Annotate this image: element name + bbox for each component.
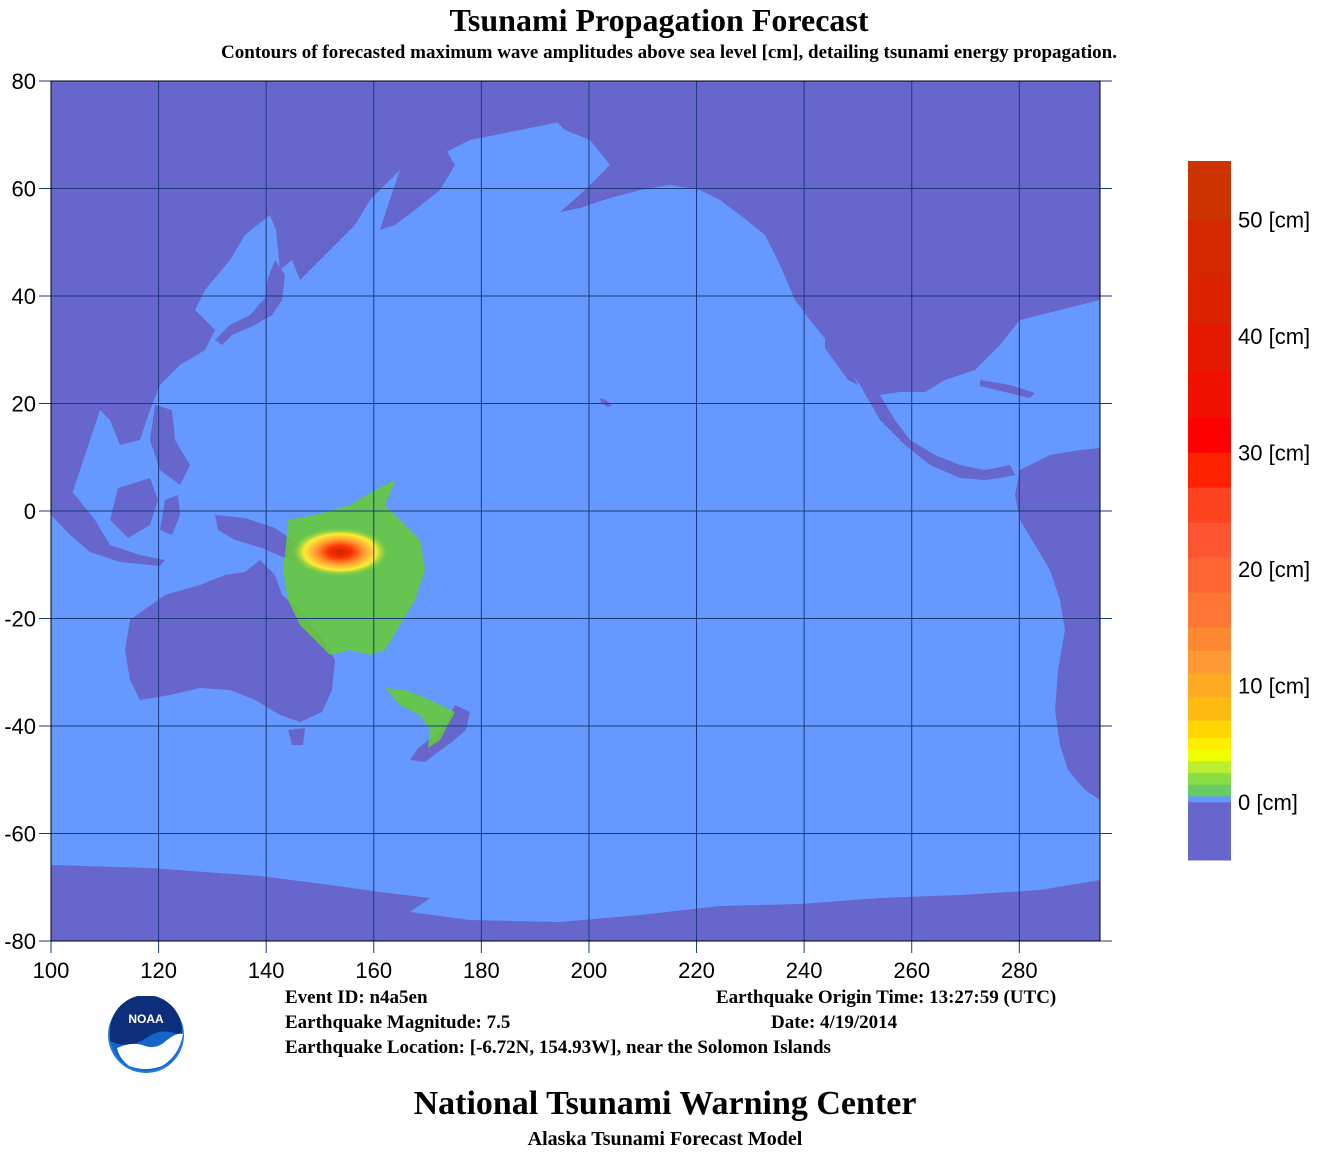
colorbar-band bbox=[1188, 801, 1231, 861]
tsunami-map: 100 120 140 160 180 200 220 240 260 280806040200-… bbox=[4, 69, 1310, 983]
land-north-america bbox=[545, 81, 1100, 480]
land-baja bbox=[825, 335, 858, 385]
x-tick-label: 100 bbox=[33, 958, 70, 983]
colorbar-band bbox=[1188, 370, 1231, 418]
y-tick-label: 20 bbox=[12, 392, 36, 417]
colorbar-band bbox=[1188, 784, 1231, 797]
event-id: Event ID: n4a5en bbox=[285, 987, 428, 1008]
colorbar-label: 10 [cm] bbox=[1238, 673, 1310, 698]
land-south-america bbox=[1015, 448, 1100, 800]
land-borneo bbox=[110, 478, 158, 538]
colorbar-label: 40 [cm] bbox=[1238, 324, 1310, 349]
x-tick-label: 180 bbox=[463, 958, 500, 983]
tsunami-spread-nz bbox=[385, 688, 455, 748]
colorbar-band bbox=[1188, 749, 1231, 762]
y-tick-label: -60 bbox=[4, 822, 36, 847]
colorbar-label: 0 [cm] bbox=[1238, 790, 1298, 815]
origin-time: Earthquake Origin Time: 13:27:59 (UTC) bbox=[716, 987, 1057, 1008]
colorbar-band bbox=[1188, 673, 1231, 698]
land-layer bbox=[51, 81, 1100, 941]
earthquake-magnitude: Earthquake Magnitude: 7.5 bbox=[285, 1012, 511, 1033]
footer-subtitle: Alaska Tsunami Forecast Model bbox=[527, 1128, 803, 1150]
land-cuba bbox=[980, 380, 1035, 398]
x-tick-label: 260 bbox=[893, 958, 930, 983]
colorbar-band bbox=[1188, 720, 1231, 739]
x-tick-label: 160 bbox=[355, 958, 392, 983]
colorbar-band bbox=[1188, 795, 1231, 803]
colorbar-band bbox=[1188, 324, 1231, 372]
tsunami-peak bbox=[292, 528, 388, 576]
colorbar-band bbox=[1188, 650, 1231, 675]
footer-title: National Tsunami Warning Center bbox=[413, 1085, 917, 1122]
colorbar-band bbox=[1188, 452, 1231, 488]
x-tick-label: 240 bbox=[786, 958, 823, 983]
axis-ticks: 100 120 140 160 180 200 220 240 260 280806040200-… bbox=[4, 69, 1037, 983]
colorbar-label: 50 [cm] bbox=[1238, 207, 1310, 232]
colorbar-band bbox=[1188, 557, 1231, 593]
x-tick-label: 120 bbox=[140, 958, 177, 983]
x-tick-label: 280 bbox=[1001, 958, 1038, 983]
y-tick-label: -20 bbox=[4, 607, 36, 632]
colorbar-band bbox=[1188, 592, 1231, 628]
colorbar-band bbox=[1188, 219, 1231, 278]
noaa-logo-text: NOAA bbox=[128, 1012, 164, 1026]
land-hawaii bbox=[600, 398, 612, 407]
x-tick-label: 140 bbox=[248, 958, 285, 983]
colorbar-band bbox=[1188, 417, 1231, 453]
land-tasmania bbox=[288, 728, 305, 745]
earthquake-location: Earthquake Location: [-6.72N, 154.93W], … bbox=[285, 1037, 831, 1058]
colorbar-band bbox=[1188, 737, 1231, 750]
colorbar-band bbox=[1188, 760, 1231, 774]
colorbar: 50 [cm] 40 [cm] 30 [cm] 20 [cm] 10 [cm] 0 [cm… bbox=[1188, 161, 1310, 861]
colorbar-band bbox=[1188, 161, 1231, 220]
colorbar-band bbox=[1188, 522, 1231, 558]
colorbar-band bbox=[1188, 772, 1231, 785]
colorbar-band bbox=[1188, 277, 1231, 325]
colorbar-band bbox=[1188, 487, 1231, 523]
colorbar-label: 30 [cm] bbox=[1238, 440, 1310, 465]
colorbar-band bbox=[1188, 627, 1231, 651]
noaa-logo: NOAA bbox=[108, 996, 184, 1073]
x-tick-label: 220 bbox=[678, 958, 715, 983]
y-tick-label: 80 bbox=[12, 69, 36, 94]
y-tick-label: 60 bbox=[12, 177, 36, 202]
chart-title: Tsunami Propagation Forecast bbox=[449, 2, 869, 38]
x-tick-label: 200 bbox=[571, 958, 608, 983]
land-antarctica bbox=[51, 865, 1100, 941]
colorbar-label: 20 [cm] bbox=[1238, 557, 1310, 582]
land-asia bbox=[51, 81, 600, 500]
y-tick-label: 40 bbox=[12, 284, 36, 309]
land-australia bbox=[125, 560, 335, 722]
land-kamchatka bbox=[380, 140, 455, 230]
event-date: Date: 4/19/2014 bbox=[771, 1012, 898, 1033]
colorbar-band bbox=[1188, 696, 1231, 721]
chart-subtitle: Contours of forecasted maximum wave ampl… bbox=[221, 42, 1117, 63]
y-tick-label: -40 bbox=[4, 714, 36, 739]
land-japan bbox=[215, 260, 285, 345]
y-tick-label: 0 bbox=[24, 499, 36, 524]
map-frame bbox=[50, 80, 1101, 942]
land-sumatra-java bbox=[51, 470, 165, 566]
land-sulawesi bbox=[160, 495, 180, 535]
land-philippines bbox=[150, 405, 190, 485]
y-tick-label: -80 bbox=[4, 929, 36, 954]
